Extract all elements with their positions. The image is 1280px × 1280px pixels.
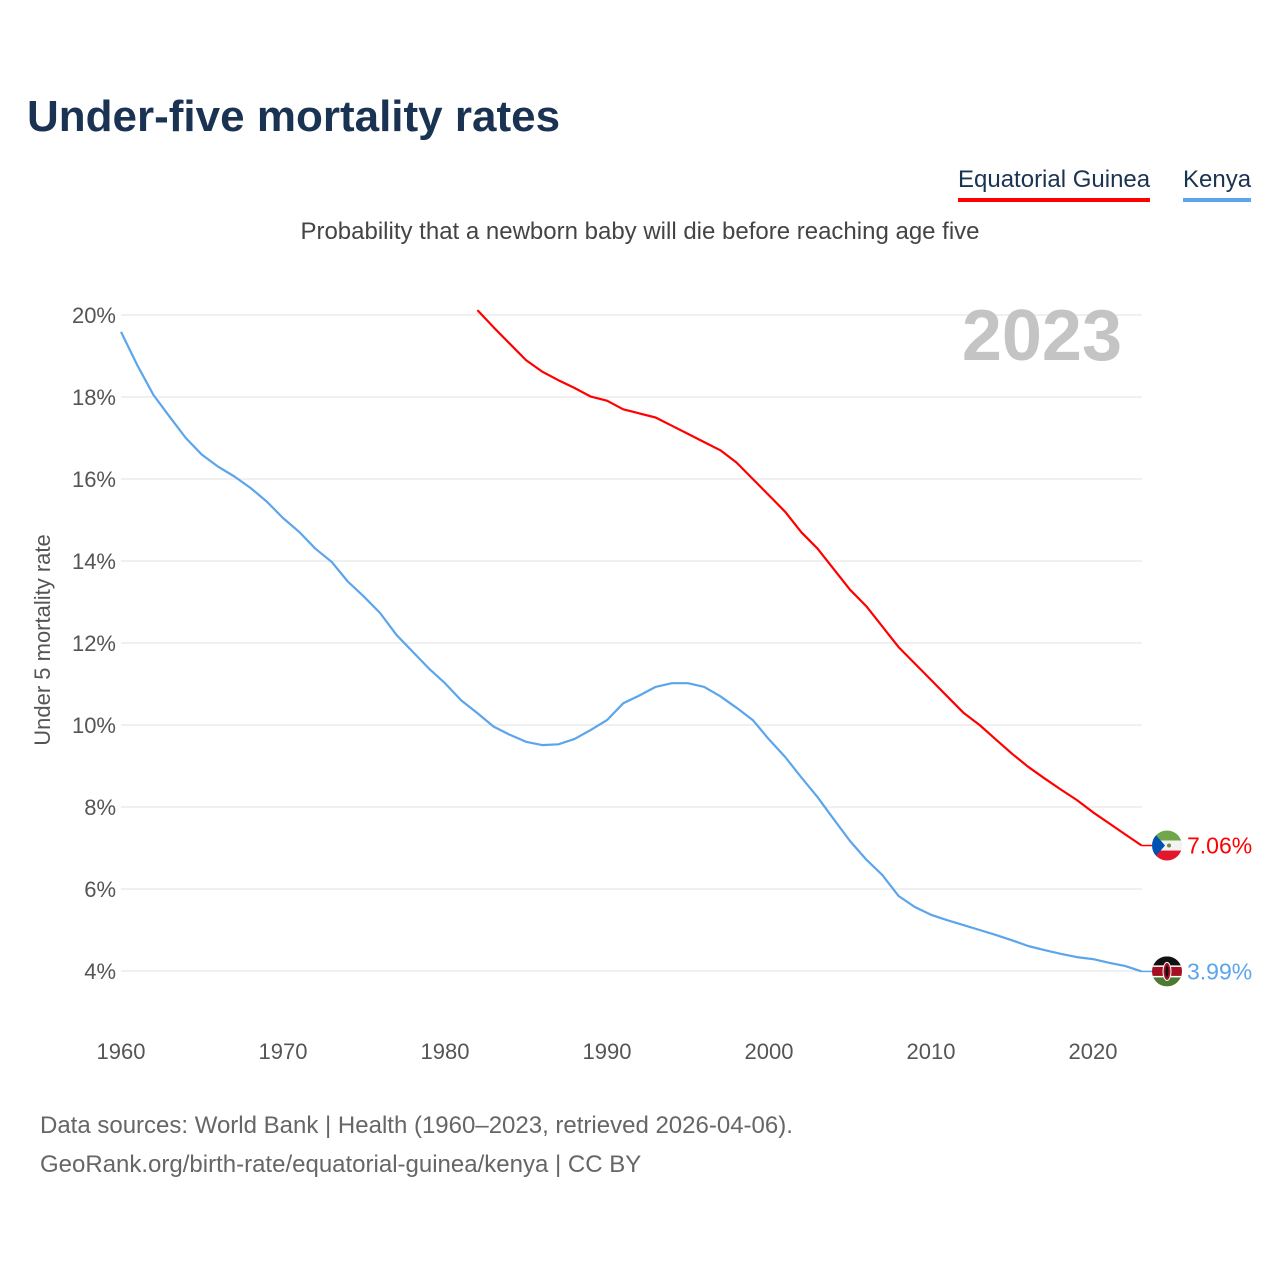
y-tick-label: 6% (84, 877, 116, 902)
chart-title: Under-five mortality rates (27, 92, 561, 141)
y-tick-label: 16% (72, 467, 116, 492)
x-tick-label: 2010 (907, 1039, 956, 1064)
y-tick-label: 10% (72, 713, 116, 738)
x-tick-label: 1970 (259, 1039, 308, 1064)
end-value-label: 7.06% (1187, 833, 1252, 859)
year-label: 2023 (962, 296, 1122, 376)
y-tick-label: 14% (72, 549, 116, 574)
kenya-flag-icon (1152, 956, 1182, 987)
x-tick-label: 2020 (1069, 1039, 1118, 1064)
series-line-equatorial-guinea[interactable] (476, 309, 1143, 847)
end-value-label: 3.99% (1187, 958, 1252, 984)
x-tick-label: 2000 (745, 1039, 794, 1064)
y-tick-label: 8% (84, 795, 116, 820)
legend-item-equatorial-guinea[interactable]: Equatorial Guinea (958, 166, 1151, 202)
equatorial-guinea-flag-icon (1152, 830, 1182, 861)
source-url-text[interactable]: GeoRank.org/birth-rate/equatorial-guinea… (40, 1151, 642, 1178)
y-tick-label: 18% (72, 385, 116, 410)
legend-item-kenya[interactable]: Kenya (1183, 166, 1252, 202)
x-tick-label: 1980 (421, 1039, 470, 1064)
y-axis-label: Under 5 mortality rate (30, 534, 55, 746)
x-tick-label: 1990 (583, 1039, 632, 1064)
y-tick-label: 12% (72, 631, 116, 656)
footer: Data sources: World Bank | Health (1960–… (40, 1106, 793, 1184)
series-line-kenya[interactable] (120, 331, 1142, 973)
chart-subtitle: Probability that a newborn baby will die… (300, 218, 980, 245)
y-tick-label: 20% (72, 303, 116, 328)
y-tick-label: 4% (84, 959, 116, 984)
data-source-text: Data sources: World Bank | Health (1960–… (40, 1112, 793, 1139)
x-tick-label: 1960 (97, 1039, 146, 1064)
